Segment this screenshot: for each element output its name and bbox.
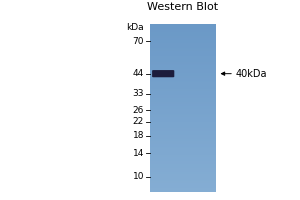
Text: 26: 26 xyxy=(133,106,144,115)
FancyBboxPatch shape xyxy=(152,70,174,77)
Text: Western Blot: Western Blot xyxy=(147,2,219,12)
Text: 40kDa: 40kDa xyxy=(236,69,267,79)
Text: 33: 33 xyxy=(133,89,144,98)
Text: 22: 22 xyxy=(133,117,144,126)
Text: kDa: kDa xyxy=(126,23,144,32)
Text: 70: 70 xyxy=(133,37,144,46)
Text: 18: 18 xyxy=(133,131,144,140)
Text: 14: 14 xyxy=(133,149,144,158)
Text: 10: 10 xyxy=(133,172,144,181)
Text: 44: 44 xyxy=(133,69,144,78)
